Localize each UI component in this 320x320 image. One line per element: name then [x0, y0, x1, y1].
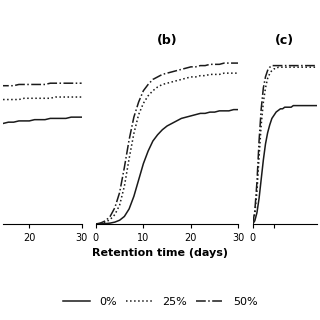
Legend: 0%, 25%, 50%: 0%, 25%, 50% [58, 292, 262, 311]
Title: (c): (c) [275, 34, 294, 47]
Title: (b): (b) [157, 34, 177, 47]
Text: Retention time (days): Retention time (days) [92, 248, 228, 258]
